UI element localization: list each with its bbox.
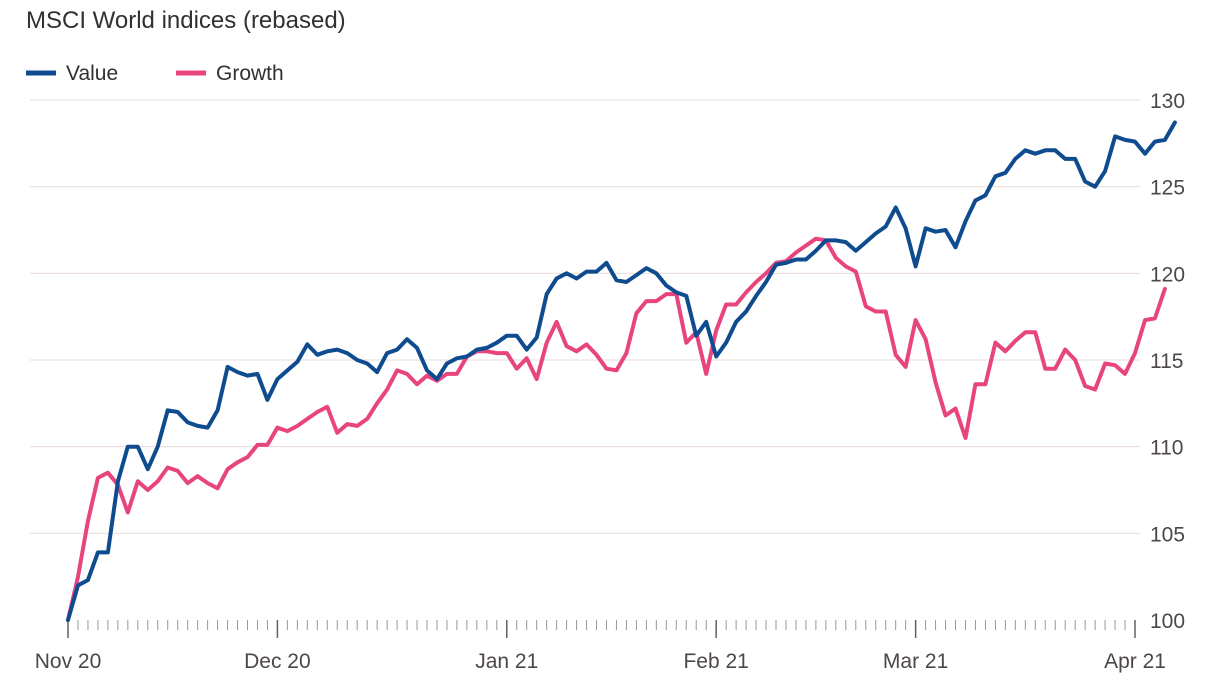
- legend-label-growth: Growth: [216, 62, 284, 85]
- x-tick-label: Apr 21: [1104, 650, 1166, 673]
- x-tick-label: Mar 21: [883, 650, 948, 673]
- series-lines: [66, 120, 1177, 622]
- legend-entry-growth: Growth: [176, 62, 284, 85]
- gridlines: [30, 99, 1140, 534]
- legend-label-value: Value: [66, 62, 118, 85]
- y-axis: 100 105 110 115 120 125 130: [1150, 90, 1185, 633]
- legend-entry-value: Value: [26, 62, 118, 85]
- chart-title: MSCI World indices (rebased): [26, 7, 346, 34]
- y-tick-label: 105: [1150, 523, 1185, 546]
- y-tick-label: 115: [1150, 350, 1183, 373]
- series-line-value: [66, 120, 1177, 622]
- x-axis: Nov 20 Dec 20 Jan 21 Feb 21 Mar 21 Apr 21: [35, 620, 1166, 673]
- series-line-growth: [66, 236, 1167, 622]
- y-tick-label: 100: [1150, 610, 1185, 633]
- x-tick-label: Dec 20: [244, 650, 311, 673]
- y-tick-label: 130: [1150, 90, 1185, 113]
- x-tick-label: Feb 21: [683, 650, 748, 673]
- legend: Value Growth: [26, 62, 284, 85]
- y-tick-label: 110: [1150, 437, 1183, 460]
- x-tick-label: Jan 21: [475, 650, 538, 673]
- y-tick-label: 120: [1150, 263, 1185, 286]
- y-tick-label: 125: [1150, 177, 1185, 200]
- x-tick-label: Nov 20: [35, 650, 102, 673]
